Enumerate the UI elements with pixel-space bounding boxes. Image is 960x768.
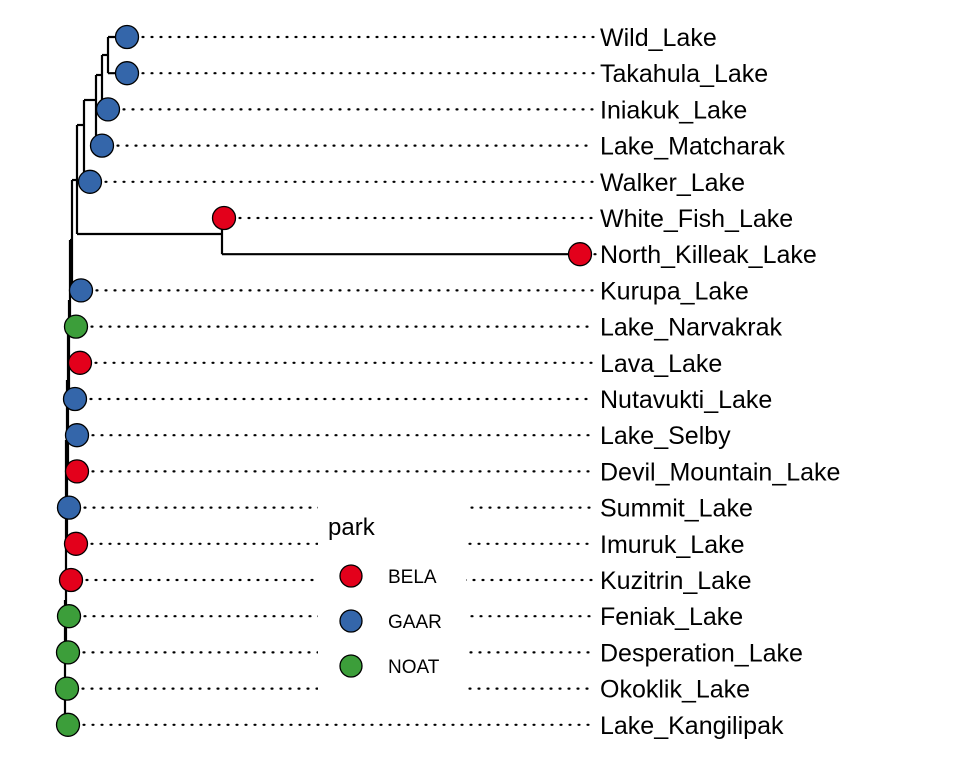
tip-label-nutavukti-lake: Nutavukti_Lake bbox=[600, 386, 772, 414]
legend: park BELA GAAR NOAT bbox=[328, 514, 442, 678]
tip-label-okoklik-lake: Okoklik_Lake bbox=[600, 676, 750, 704]
tip-point-wild-lake bbox=[114, 24, 140, 50]
tip-label-devil-mountain-lake: Devil_Mountain_Lake bbox=[600, 458, 840, 486]
tip-label-wild-lake: Wild_Lake bbox=[600, 24, 717, 52]
tip-point-devil-mountain-lake bbox=[64, 459, 90, 484]
tip-points bbox=[54, 24, 593, 737]
tip-point-lake-selby bbox=[64, 423, 90, 448]
tip-point-desperation-lake bbox=[55, 640, 81, 665]
tip-label-feniak-lake: Feniak_Lake bbox=[600, 603, 743, 631]
tip-label-summit-lake: Summit_Lake bbox=[600, 495, 753, 523]
tip-point-imuruk-lake bbox=[63, 531, 89, 556]
legend-label-noat: NOAT bbox=[388, 657, 440, 678]
tip-point-kurupa-lake bbox=[68, 278, 94, 303]
tip-label-kurupa-lake: Kurupa_Lake bbox=[600, 277, 749, 305]
legend-key-noat bbox=[339, 654, 363, 678]
tip-label-lake-kangilipak: Lake_Kangilipak bbox=[600, 712, 784, 740]
tip-label-walker-lake: Walker_Lake bbox=[600, 169, 745, 197]
legend-label-bela: BELA bbox=[388, 567, 437, 588]
legend-label-gaar: GAAR bbox=[388, 612, 442, 633]
tip-point-lake-kangilipak bbox=[55, 712, 81, 737]
tip-label-kuzitrin-lake: Kuzitrin_Lake bbox=[600, 567, 751, 595]
tip-point-takahula-lake bbox=[114, 61, 140, 86]
tip-point-lava-lake bbox=[67, 350, 93, 375]
tip-label-north-killeak-lake: North_Killeak_Lake bbox=[600, 241, 817, 269]
tip-point-north-killeak-lake bbox=[567, 242, 593, 267]
tip-point-lake-narvakrak bbox=[63, 314, 89, 339]
tip-point-lake-matcharak bbox=[89, 133, 115, 158]
tip-label-imuruk-lake: Imuruk_Lake bbox=[600, 531, 745, 559]
tip-label-desperation-lake: Desperation_Lake bbox=[600, 639, 803, 667]
tip-label-lake-selby: Lake_Selby bbox=[600, 422, 731, 450]
tip-point-feniak-lake bbox=[56, 604, 82, 629]
tip-label-lake-matcharak: Lake_Matcharak bbox=[600, 133, 785, 161]
tip-point-nutavukti-lake bbox=[62, 386, 88, 412]
tip-label-white-fish-lake: White_Fish_Lake bbox=[600, 205, 793, 233]
tip-point-white-fish-lake bbox=[211, 205, 237, 231]
tip-label-lava-lake: Lava_Lake bbox=[600, 350, 722, 378]
tip-label-takahula-lake: Takahula_Lake bbox=[600, 60, 768, 88]
tip-point-kuzitrin-lake bbox=[58, 567, 84, 593]
tip-labels: Wild_Lake Takahula_Lake Iniakuk_Lake Lake_M… bbox=[600, 24, 840, 740]
tip-label-lake-narvakrak: Lake_Narvakrak bbox=[600, 314, 783, 342]
tip-label-iniakuk-lake: Iniakuk_Lake bbox=[600, 96, 747, 124]
legend-title: park bbox=[328, 514, 376, 541]
tip-point-okoklik-lake bbox=[54, 676, 80, 701]
tip-point-walker-lake bbox=[77, 169, 103, 194]
legend-key-gaar bbox=[339, 609, 363, 633]
tip-point-summit-lake bbox=[56, 495, 82, 520]
legend-key-bela bbox=[339, 564, 363, 588]
tip-point-iniakuk-lake bbox=[95, 97, 121, 122]
